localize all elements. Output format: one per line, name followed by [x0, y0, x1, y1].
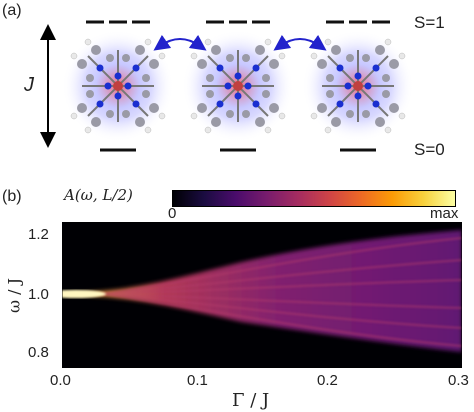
spectral-branches — [101, 237, 462, 347]
molecule-2 — [182, 30, 294, 142]
y-axis-label: ω / J — [4, 277, 24, 314]
xtick-0.1: 0.1 — [187, 372, 208, 389]
ytick-0.8: 0.8 — [28, 344, 49, 361]
coupling-arrow-2 — [273, 34, 327, 51]
coupling-arrow-1 — [153, 34, 207, 51]
colorbar — [172, 190, 456, 207]
state-label-singlet: S=0 — [414, 140, 445, 159]
x-axis-label: Γ / J — [232, 390, 270, 411]
energy-axis-label: J — [24, 74, 34, 96]
colorbar-min-label: 0 — [168, 205, 177, 222]
ytick-1.0: 1.0 — [28, 286, 49, 303]
xtick-0.2: 0.2 — [317, 372, 338, 389]
molecule-3 — [302, 30, 414, 142]
state-label-triplet: S=1 — [414, 13, 445, 32]
xtick-0.3: 0.3 — [448, 372, 469, 389]
bright-core — [62, 290, 106, 298]
molecule-1 — [62, 30, 174, 142]
heatmap-plot — [62, 222, 462, 368]
panel-b-label: (b) — [2, 188, 22, 205]
ytick-1.2: 1.2 — [28, 226, 49, 243]
xtick-0.0: 0.0 — [50, 372, 71, 389]
molecule-diagram — [40, 20, 414, 152]
colorbar-max-label: max — [430, 205, 459, 222]
panel-a-label: (a) — [2, 2, 22, 19]
colorbar-title: A(ω, L/2) — [64, 186, 133, 204]
spectral-fan — [62, 230, 462, 352]
